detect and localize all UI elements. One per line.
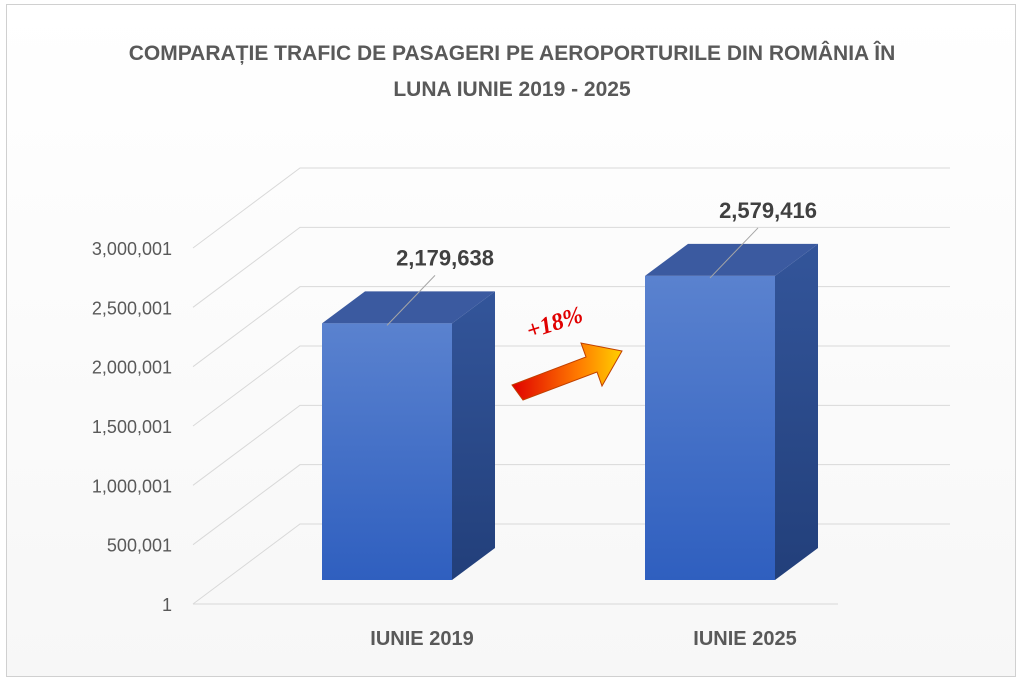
y-axis: 1 500,001 1,000,001 1,500,001 2,000,001 2,500… bbox=[92, 239, 172, 615]
bar-top bbox=[322, 291, 495, 324]
growth-annotation: +18% bbox=[511, 302, 623, 401]
y-tick-label: 3,000,001 bbox=[92, 239, 172, 259]
bar-top bbox=[645, 243, 818, 276]
chart-title: COMPARAȚIE TRAFIC DE PASAGERI PE AEROPOR… bbox=[0, 36, 1024, 108]
gridline bbox=[192, 226, 950, 308]
chart-title-line-1: COMPARAȚIE TRAFIC DE PASAGERI PE AEROPOR… bbox=[128, 42, 896, 65]
y-tick-label: 1 bbox=[162, 595, 172, 615]
y-tick-label: 1,500,001 bbox=[92, 417, 172, 437]
gridline bbox=[192, 523, 950, 605]
gridlines bbox=[192, 167, 950, 605]
bar-front bbox=[645, 275, 775, 580]
x-tick-label: IUNIE 2019 bbox=[370, 628, 473, 650]
gridline bbox=[192, 464, 950, 546]
bar-2 bbox=[645, 243, 818, 580]
labels: 2,179,638 IUNIE 2019 2,579,416 IUNIE 2025 bbox=[370, 198, 817, 650]
gridline bbox=[192, 345, 950, 427]
chart-title-line-2: LUNA IUNIE 2019 - 2025 bbox=[393, 78, 631, 101]
data-label: 2,179,638 bbox=[396, 245, 494, 270]
gridline bbox=[192, 404, 950, 486]
chart-frame bbox=[6, 4, 1016, 677]
growth-arrow-icon bbox=[511, 342, 623, 401]
bar-side bbox=[452, 291, 495, 580]
gridline bbox=[192, 167, 950, 249]
x-tick-label: IUNIE 2025 bbox=[693, 628, 796, 650]
data-label: 2,579,416 bbox=[719, 198, 817, 223]
bar-front bbox=[322, 323, 452, 580]
leader-line bbox=[709, 227, 759, 279]
y-tick-label: 1,000,001 bbox=[92, 476, 172, 496]
bars bbox=[322, 243, 818, 580]
growth-label: +18% bbox=[523, 302, 586, 345]
y-tick-label: 500,001 bbox=[107, 536, 172, 556]
bar-side bbox=[775, 243, 818, 580]
leader-line bbox=[386, 275, 436, 326]
bar-1 bbox=[322, 291, 495, 580]
y-tick-label: 2,000,001 bbox=[92, 358, 172, 378]
y-tick-label: 2,500,001 bbox=[92, 298, 172, 318]
